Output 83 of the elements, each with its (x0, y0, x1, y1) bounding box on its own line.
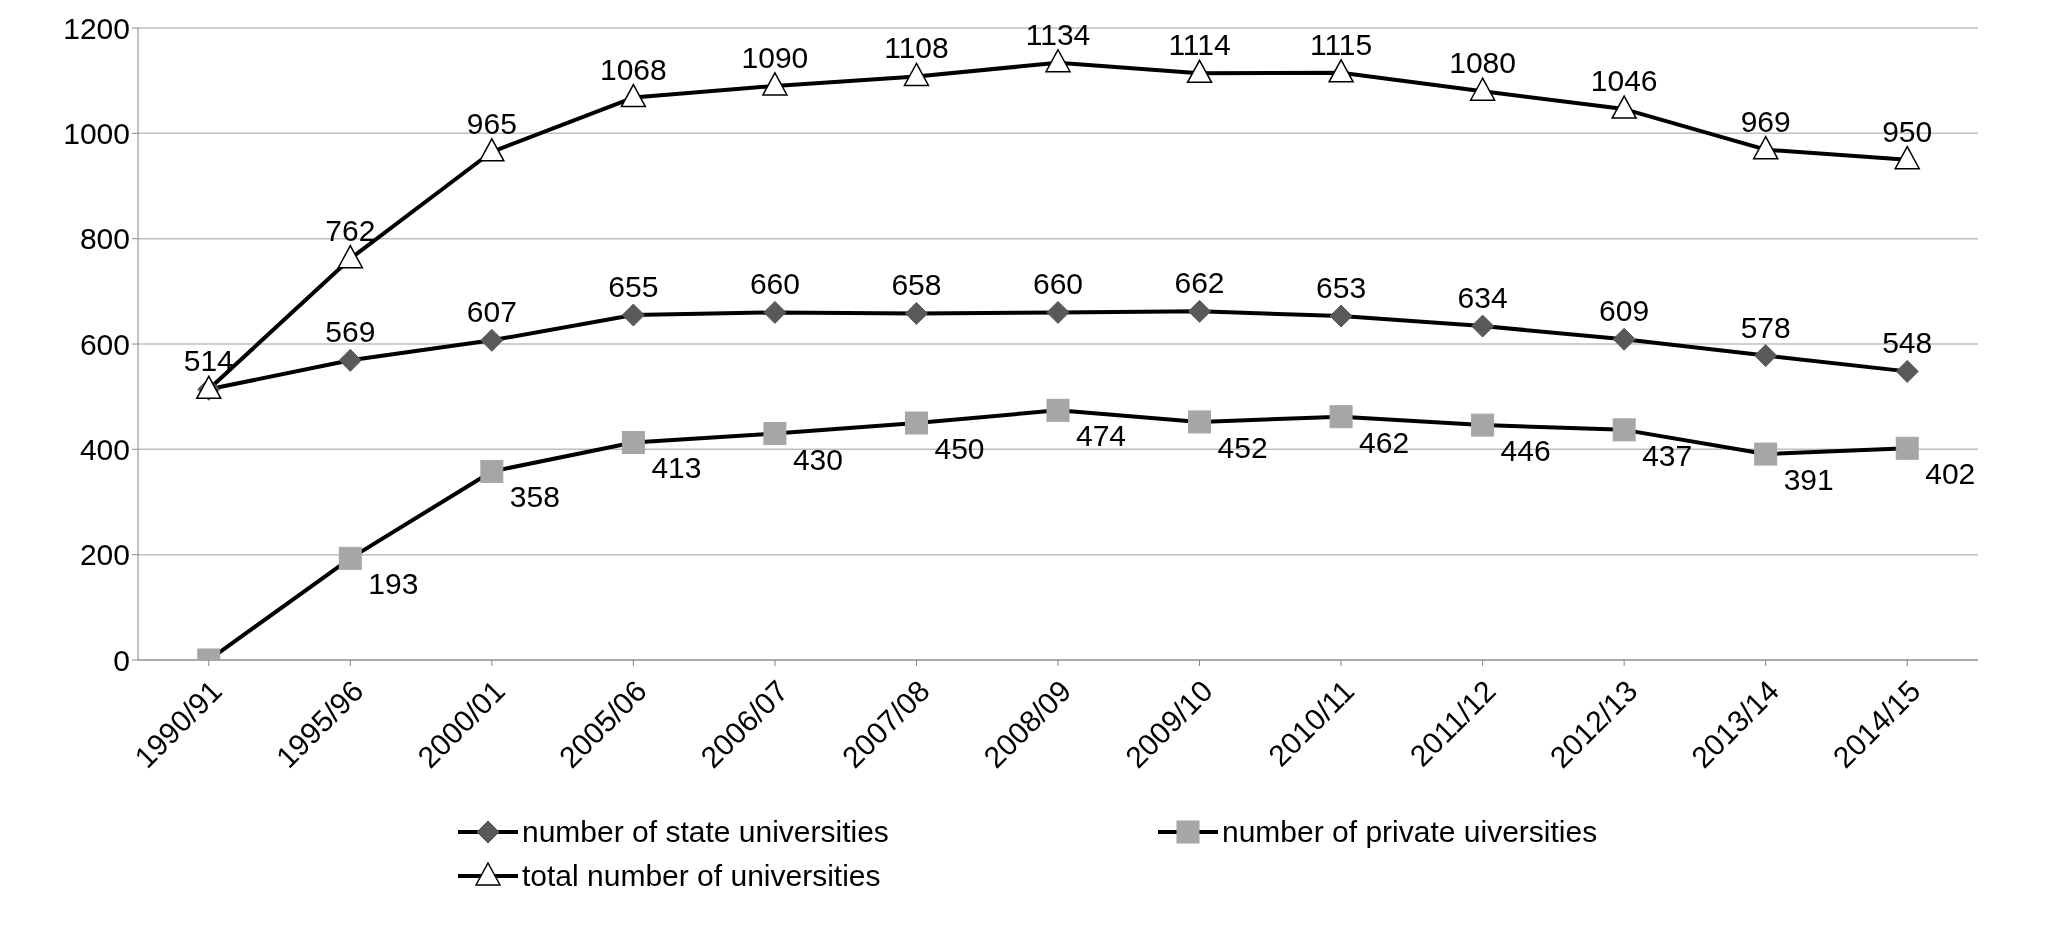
data-label: 1090 (741, 40, 809, 74)
legend-label: number of private uiversities (1222, 815, 1598, 849)
point (903, 62, 930, 87)
point (1328, 59, 1354, 83)
point (1752, 135, 1779, 160)
data-label: 548 (1882, 326, 1933, 360)
data-label: 437 (1642, 438, 1693, 472)
point (480, 459, 504, 483)
data-label: 969 (1740, 104, 1791, 138)
point (1188, 299, 1212, 323)
data-label: 569 (325, 315, 376, 349)
data-label: 1068 (600, 52, 667, 86)
point (1471, 413, 1495, 437)
point (1329, 304, 1353, 328)
data-label: 402 (1925, 457, 1976, 491)
data-label: 653 (1316, 271, 1367, 305)
legend-label: total number of universities (522, 859, 881, 893)
point (1046, 398, 1070, 422)
data-label: 452 (1217, 430, 1268, 464)
data-label: 514 (183, 344, 234, 378)
point (1754, 442, 1778, 466)
y-tick-label: 800 (79, 222, 130, 256)
data-label: 430 (792, 442, 843, 476)
point (1611, 95, 1637, 119)
point (1186, 59, 1213, 84)
point (1188, 410, 1212, 434)
data-label: 634 (1457, 281, 1508, 315)
point (338, 546, 362, 570)
data-label: 662 (1174, 266, 1225, 300)
y-tick-label: 1000 (63, 116, 130, 150)
point (1895, 359, 1919, 383)
point (1754, 344, 1778, 368)
y-tick-label: 1200 (63, 11, 130, 45)
data-label: 609 (1599, 294, 1650, 328)
point (1469, 77, 1496, 101)
y-tick-label: 0 (113, 643, 130, 677)
y-tick-label: 400 (79, 432, 130, 466)
point (1329, 405, 1353, 429)
data-label: 193 (368, 567, 419, 601)
data-label: 358 (509, 480, 560, 514)
point (1046, 300, 1070, 324)
data-label: 1108 (884, 31, 949, 65)
point (763, 300, 787, 324)
data-label: 1114 (1168, 28, 1231, 62)
point (620, 83, 647, 108)
point (904, 411, 928, 435)
data-label: 607 (466, 295, 517, 329)
data-label: 658 (891, 268, 942, 302)
data-label: 965 (466, 106, 517, 140)
point (1895, 436, 1919, 460)
data-label: 1115 (1309, 27, 1373, 61)
point (762, 72, 788, 96)
point (1612, 327, 1636, 351)
data-label: 1134 (1025, 17, 1091, 51)
point (1471, 314, 1495, 338)
data-label: 655 (608, 270, 659, 304)
point (904, 301, 928, 325)
data-label: 413 (651, 451, 702, 485)
data-label: 1080 (1449, 46, 1516, 80)
data-label: 578 (1740, 310, 1791, 344)
data-label: 660 (1032, 267, 1084, 301)
point (1894, 145, 1920, 170)
data-label: 1046 (1590, 64, 1658, 98)
data-label: 762 (325, 213, 376, 247)
data-label: 462 (1359, 425, 1410, 459)
point (480, 328, 504, 352)
point (763, 422, 787, 446)
data-label: 474 (1076, 419, 1127, 453)
data-label: 660 (749, 267, 800, 301)
point (479, 138, 505, 162)
data-label: 950 (1882, 114, 1933, 148)
data-label: 450 (934, 432, 985, 465)
y-tick-label: 600 (79, 327, 130, 361)
data-label: 391 (1783, 463, 1834, 497)
data-label: 446 (1500, 434, 1551, 468)
point (621, 430, 645, 454)
point (1045, 49, 1071, 73)
point (1612, 418, 1636, 442)
y-tick-label: 200 (79, 538, 130, 572)
point (621, 303, 645, 327)
point (338, 348, 362, 372)
point (337, 244, 364, 269)
legend-label: number of state universities (522, 815, 889, 849)
